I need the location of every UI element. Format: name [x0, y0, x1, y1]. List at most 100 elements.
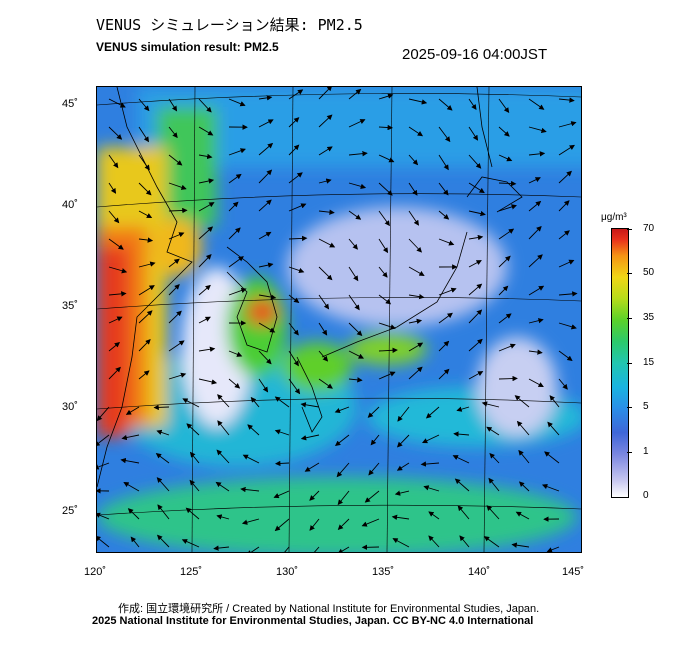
wind-arrow [318, 146, 333, 156]
wind-arrow [518, 481, 530, 492]
colorbar-tick-15: 15 [643, 357, 655, 368]
field-yellow-bohai [152, 217, 202, 277]
wind-arrow [275, 460, 290, 467]
wind-arrow [228, 378, 241, 389]
credit-line-2: 2025 National Institute for Environmenta… [92, 615, 534, 627]
wind-arrow [258, 142, 274, 156]
wind-arrow [258, 231, 272, 240]
wind-arrow [498, 154, 513, 162]
wind-arrow [108, 316, 123, 324]
grid-lat-45 [97, 93, 581, 106]
wind-arrow [228, 173, 242, 184]
wind-arrow [258, 378, 269, 393]
wind-arrow [486, 505, 500, 520]
wind-arrow [498, 375, 518, 382]
wind-arrow [468, 338, 483, 352]
lat-label-30: 30˚ [62, 401, 78, 413]
wind-arrow [348, 182, 367, 189]
wind-arrow [378, 210, 390, 227]
wind-arrow [468, 126, 479, 141]
wind-arrow [528, 378, 544, 388]
wind-arrow [558, 200, 570, 212]
wind-arrow [544, 451, 560, 464]
pm25-map [96, 86, 582, 553]
wind-arrow [258, 95, 273, 101]
wind-arrow [348, 238, 358, 250]
coast-kyushu [296, 356, 323, 433]
wind-arrow [408, 182, 418, 196]
field-pale-east [477, 337, 557, 437]
lon-label-120: 120˚ [84, 566, 107, 578]
wind-arrow [392, 538, 410, 548]
wind-arrow [481, 401, 500, 408]
wind-arrow [459, 535, 470, 548]
wind-arrow [408, 98, 428, 105]
wind-arrow [168, 98, 178, 112]
wind-arrow [108, 342, 120, 352]
wind-arrow [304, 462, 320, 472]
wind-arrow [468, 98, 477, 111]
wind-arrow [138, 210, 153, 219]
wind-arrow [498, 204, 517, 212]
field-red-korea [246, 298, 278, 326]
wind-arrow [468, 283, 483, 296]
wind-arrow [511, 542, 530, 548]
wind-arrow [453, 431, 470, 437]
wind-arrow [348, 88, 362, 100]
colorbar-tickmark-35 [627, 318, 632, 319]
wind-arrow [558, 259, 575, 268]
wind-arrow [394, 490, 410, 496]
wind-arrow [318, 322, 328, 336]
wind-arrow [108, 126, 123, 140]
wind-arrow [228, 256, 244, 268]
wind-arrow [318, 266, 333, 281]
wind-arrow [217, 420, 230, 436]
wind-arrow [168, 372, 187, 380]
wind-arrow [528, 225, 542, 240]
wind-arrow [528, 98, 545, 110]
wind-arrow [396, 434, 410, 448]
wind-vectors [97, 87, 578, 552]
wind-arrow [288, 322, 299, 336]
wind-arrow [370, 434, 380, 446]
grid-lon-135 [386, 87, 393, 552]
coast-china [97, 87, 193, 488]
wind-arrow [288, 89, 304, 100]
wind-arrow [300, 434, 320, 441]
wind-arrow [425, 406, 440, 419]
wind-arrow [97, 462, 110, 470]
wind-arrow [468, 371, 484, 380]
wind-arrow [318, 178, 332, 184]
wind-arrow [423, 485, 440, 492]
colorbar-unit: μg/m³ [601, 212, 627, 223]
wind-arrow [309, 490, 320, 501]
wind-arrow [138, 98, 150, 112]
timestamp: 2025-09-16 04:00JST [402, 46, 548, 63]
wind-arrow [408, 293, 425, 300]
wind-arrow [514, 395, 530, 408]
wind-arrow [378, 294, 392, 305]
wind-arrow [258, 169, 273, 184]
grid-lon-125 [191, 87, 196, 552]
wind-arrow [558, 170, 572, 184]
title-japanese: VENUS シミュレーション結果: PM2.5 [96, 16, 363, 34]
wind-arrow [498, 126, 510, 137]
wind-arrow [288, 266, 305, 274]
wind-arrow [528, 254, 543, 268]
wind-arrow [247, 424, 260, 436]
wind-arrow [378, 322, 396, 330]
wind-arrow [428, 511, 440, 520]
wind-arrow [156, 429, 170, 436]
wind-arrow [488, 477, 500, 492]
wind-arrow [228, 227, 241, 240]
wind-arrow [367, 406, 380, 418]
wind-arrow [378, 124, 393, 131]
wind-arrow [378, 182, 393, 196]
wind-arrow [274, 518, 290, 532]
wind-arrow [438, 368, 450, 380]
wind-arrow [228, 148, 246, 156]
wind-arrow [198, 284, 211, 296]
coast-sakhalin [476, 87, 493, 168]
field-red-plume [97, 247, 129, 437]
wind-arrow [138, 261, 156, 268]
